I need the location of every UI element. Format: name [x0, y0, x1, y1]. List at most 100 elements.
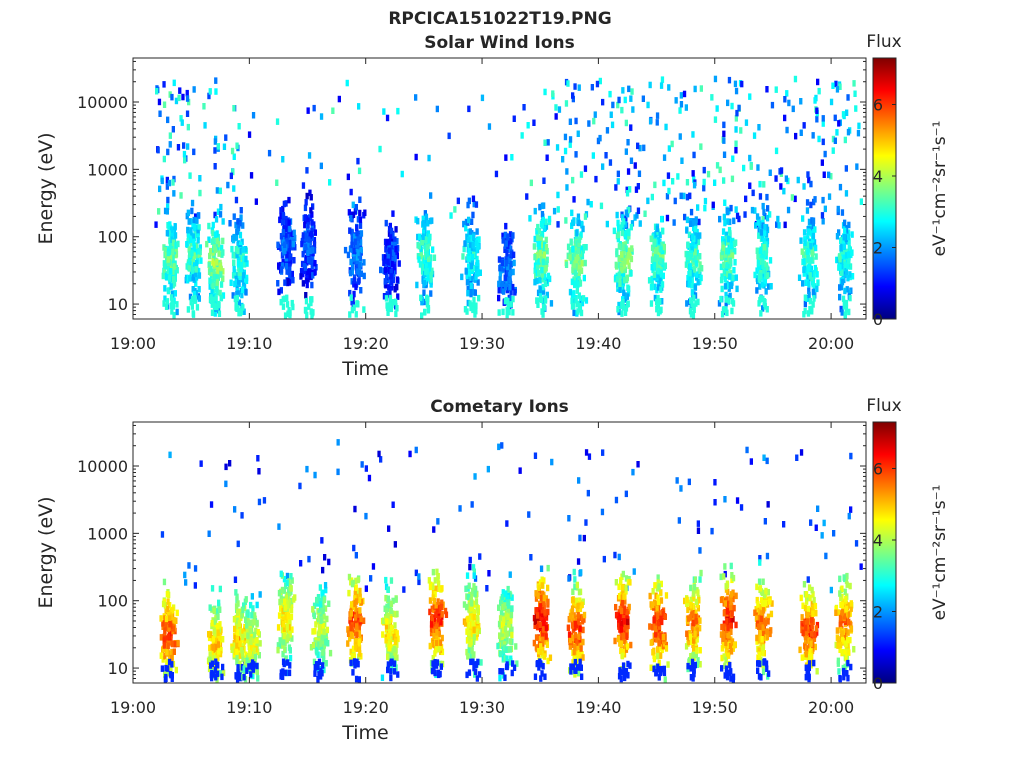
flux-cell — [739, 127, 743, 134]
flux-cell — [356, 618, 360, 625]
flux-cell — [358, 196, 362, 203]
flux-cell — [155, 88, 159, 95]
flux-cell — [497, 287, 501, 294]
flux-cell — [571, 634, 575, 642]
flux-cell — [424, 236, 428, 244]
flux-cell — [671, 178, 675, 185]
flux-cell — [467, 582, 471, 590]
flux-cell — [584, 297, 589, 304]
flux-cell — [806, 255, 810, 262]
flux-cell — [310, 281, 314, 289]
flux-cell — [382, 293, 387, 300]
flux-cell — [168, 602, 172, 609]
flux-cell — [578, 534, 582, 542]
flux-cell — [209, 265, 213, 273]
flux-cell — [728, 292, 732, 300]
flux-cell — [750, 206, 755, 214]
flux-cell — [475, 255, 479, 263]
flux-cell — [218, 669, 223, 677]
flux-cell — [312, 221, 316, 228]
flux-cell — [578, 622, 582, 629]
flux-cell — [215, 258, 219, 266]
flux-cell — [763, 229, 767, 237]
flux-cell — [421, 233, 425, 240]
flux-cell — [428, 642, 432, 650]
flux-cell — [346, 640, 350, 647]
flux-cell — [210, 670, 214, 677]
flux-cell — [314, 661, 319, 668]
flux-cell — [475, 675, 479, 682]
flux-cell — [465, 628, 469, 635]
flux-cell — [336, 468, 340, 476]
flux-cell — [287, 578, 291, 585]
flux-cell — [286, 612, 290, 620]
flux-cell — [577, 477, 581, 484]
flux-cell — [224, 134, 228, 141]
flux-cell — [653, 283, 657, 291]
flux-cell — [799, 98, 803, 105]
flux-cell — [285, 301, 290, 308]
flux-cell — [290, 601, 294, 609]
flux-cell — [734, 87, 739, 95]
flux-cell — [700, 265, 704, 272]
flux-cell — [842, 253, 847, 260]
flux-cell — [170, 93, 174, 101]
flux-cell — [766, 205, 770, 212]
flux-cell — [598, 77, 602, 85]
flux-cell — [426, 237, 430, 244]
flux-cell — [469, 658, 473, 666]
flux-cell — [810, 217, 814, 224]
flux-cell — [429, 281, 433, 288]
flux-cell — [354, 605, 358, 613]
flux-cell — [300, 260, 305, 268]
flux-cell — [190, 249, 194, 257]
flux-cell — [696, 527, 701, 534]
flux-cell — [471, 264, 476, 272]
flux-cell — [192, 252, 196, 259]
flux-cell — [396, 293, 400, 300]
flux-cell — [572, 302, 576, 310]
flux-cell — [390, 241, 394, 249]
flux-cell — [540, 590, 545, 598]
flux-cell — [698, 261, 702, 268]
flux-cell — [835, 129, 839, 136]
flux-cell — [235, 658, 239, 666]
flux-cell — [190, 207, 194, 215]
flux-cell — [284, 232, 288, 240]
flux-cell — [814, 524, 818, 531]
flux-cell — [425, 250, 429, 258]
flux-cell — [617, 96, 621, 104]
flux-cell — [192, 216, 196, 224]
flux-cell — [210, 650, 214, 658]
flux-cell — [578, 306, 582, 313]
flux-cell — [576, 618, 580, 625]
flux-cell — [190, 303, 194, 310]
flux-cell — [473, 311, 477, 318]
flux-cell — [281, 658, 286, 665]
flux-cell — [568, 141, 572, 148]
flux-cell — [325, 615, 329, 623]
flux-cell — [395, 283, 399, 291]
flux-cell — [443, 607, 448, 615]
flux-cell — [287, 307, 291, 314]
flux-cell — [576, 247, 581, 255]
flux-cell — [312, 658, 317, 666]
flux-cell — [474, 307, 478, 315]
flux-cell — [291, 276, 295, 284]
flux-cell — [231, 292, 235, 299]
flux-cell — [498, 638, 503, 645]
flux-cell — [692, 224, 696, 232]
flux-cell — [321, 662, 325, 669]
flux-cell — [703, 204, 707, 212]
flux-cell — [323, 632, 327, 639]
flux-cell — [230, 245, 234, 253]
flux-cell — [311, 272, 315, 279]
y-tick-label: 1000 — [87, 160, 128, 179]
flux-cell — [646, 197, 650, 205]
flux-cell — [722, 213, 726, 221]
flux-cell — [752, 132, 757, 139]
flux-cell — [389, 233, 393, 240]
flux-cell — [810, 305, 814, 313]
flux-cell — [241, 246, 246, 253]
flux-cell — [787, 99, 791, 107]
